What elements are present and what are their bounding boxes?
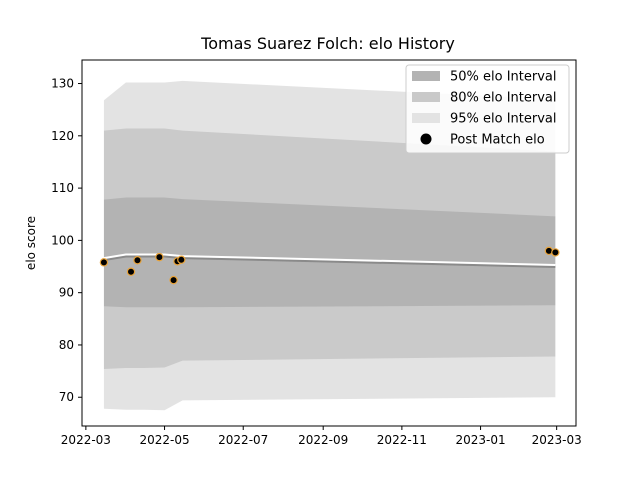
legend-frame [405, 64, 570, 154]
band-80 [103, 128, 556, 370]
legend-label: 95% elo Interval [450, 112, 557, 127]
x-tick-label: 2022-11 [377, 433, 427, 447]
legend-label: 80% elo Interval [450, 91, 557, 106]
legend: 50% elo Interval 80% elo Interval 95% elo … [405, 64, 570, 154]
band-95 [103, 80, 556, 411]
plot-area [99, 80, 560, 411]
chart-title: Tomas Suarez Folch: elo History [200, 34, 455, 53]
post-match-point [551, 248, 560, 257]
post-match-point [126, 267, 136, 276]
x-tick-label: 2022-07 [218, 433, 268, 447]
x-tick-label: 2022-05 [139, 433, 189, 447]
x-tick-label: 2023-03 [532, 433, 582, 447]
legend-marker [420, 133, 432, 145]
legend-label: 50% elo Interval [450, 70, 557, 85]
y-tick-label: 120 [51, 129, 74, 143]
legend-swatch [412, 71, 440, 81]
post-match-point [133, 256, 142, 265]
legend-swatch [412, 113, 440, 123]
x-tick-label: 2023-01 [455, 433, 505, 447]
y-tick-label: 80 [59, 338, 74, 352]
x-tick-label: 2022-09 [298, 433, 348, 447]
y-tick-label: 110 [51, 181, 74, 195]
elo-line [103, 253, 556, 266]
band-50 [103, 197, 556, 308]
post-match-point [155, 252, 164, 262]
axes: 2022-03 2022-05 2022-07 2022-09 2022-11 2023-… [51, 59, 582, 447]
y-tick-label: 130 [51, 77, 74, 91]
axes-frame [81, 59, 577, 427]
y-tick-label: 100 [51, 233, 74, 247]
post-match-point [99, 258, 109, 267]
legend-label: Post Match elo [450, 133, 545, 148]
legend-swatch [412, 92, 440, 102]
x-tick-label: 2022-03 [61, 433, 111, 447]
y-axis-label: elo score [24, 216, 38, 270]
post-match-point [177, 255, 186, 264]
elo-line-shadow [103, 254, 556, 268]
post-match-point [169, 275, 178, 285]
y-tick-label: 70 [59, 390, 74, 404]
y-tick-label: 90 [59, 286, 74, 300]
